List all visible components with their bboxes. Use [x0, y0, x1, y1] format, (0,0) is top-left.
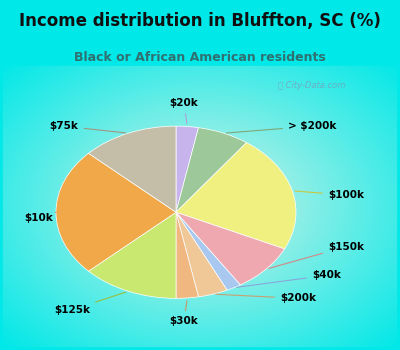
Text: > $200k: > $200k: [226, 121, 336, 133]
Wedge shape: [88, 126, 176, 212]
Text: $125k: $125k: [54, 292, 126, 315]
Text: $40k: $40k: [236, 271, 341, 287]
Wedge shape: [176, 126, 198, 212]
Wedge shape: [56, 153, 176, 271]
Text: $10k: $10k: [24, 212, 56, 223]
Wedge shape: [176, 212, 240, 290]
Wedge shape: [176, 212, 198, 298]
Wedge shape: [176, 212, 227, 297]
Text: $30k: $30k: [170, 301, 198, 326]
Wedge shape: [176, 128, 246, 212]
Text: $200k: $200k: [216, 293, 316, 303]
Wedge shape: [176, 212, 284, 285]
Text: $100k: $100k: [295, 190, 364, 200]
Wedge shape: [176, 142, 296, 249]
Text: ⓘ City-Data.com: ⓘ City-Data.com: [278, 82, 346, 90]
Text: Income distribution in Bluffton, SC (%): Income distribution in Bluffton, SC (%): [19, 12, 381, 30]
Wedge shape: [88, 212, 176, 298]
Text: $20k: $20k: [170, 98, 198, 124]
Text: Black or African American residents: Black or African American residents: [74, 51, 326, 64]
Text: $150k: $150k: [269, 242, 364, 268]
Text: $75k: $75k: [50, 121, 126, 133]
